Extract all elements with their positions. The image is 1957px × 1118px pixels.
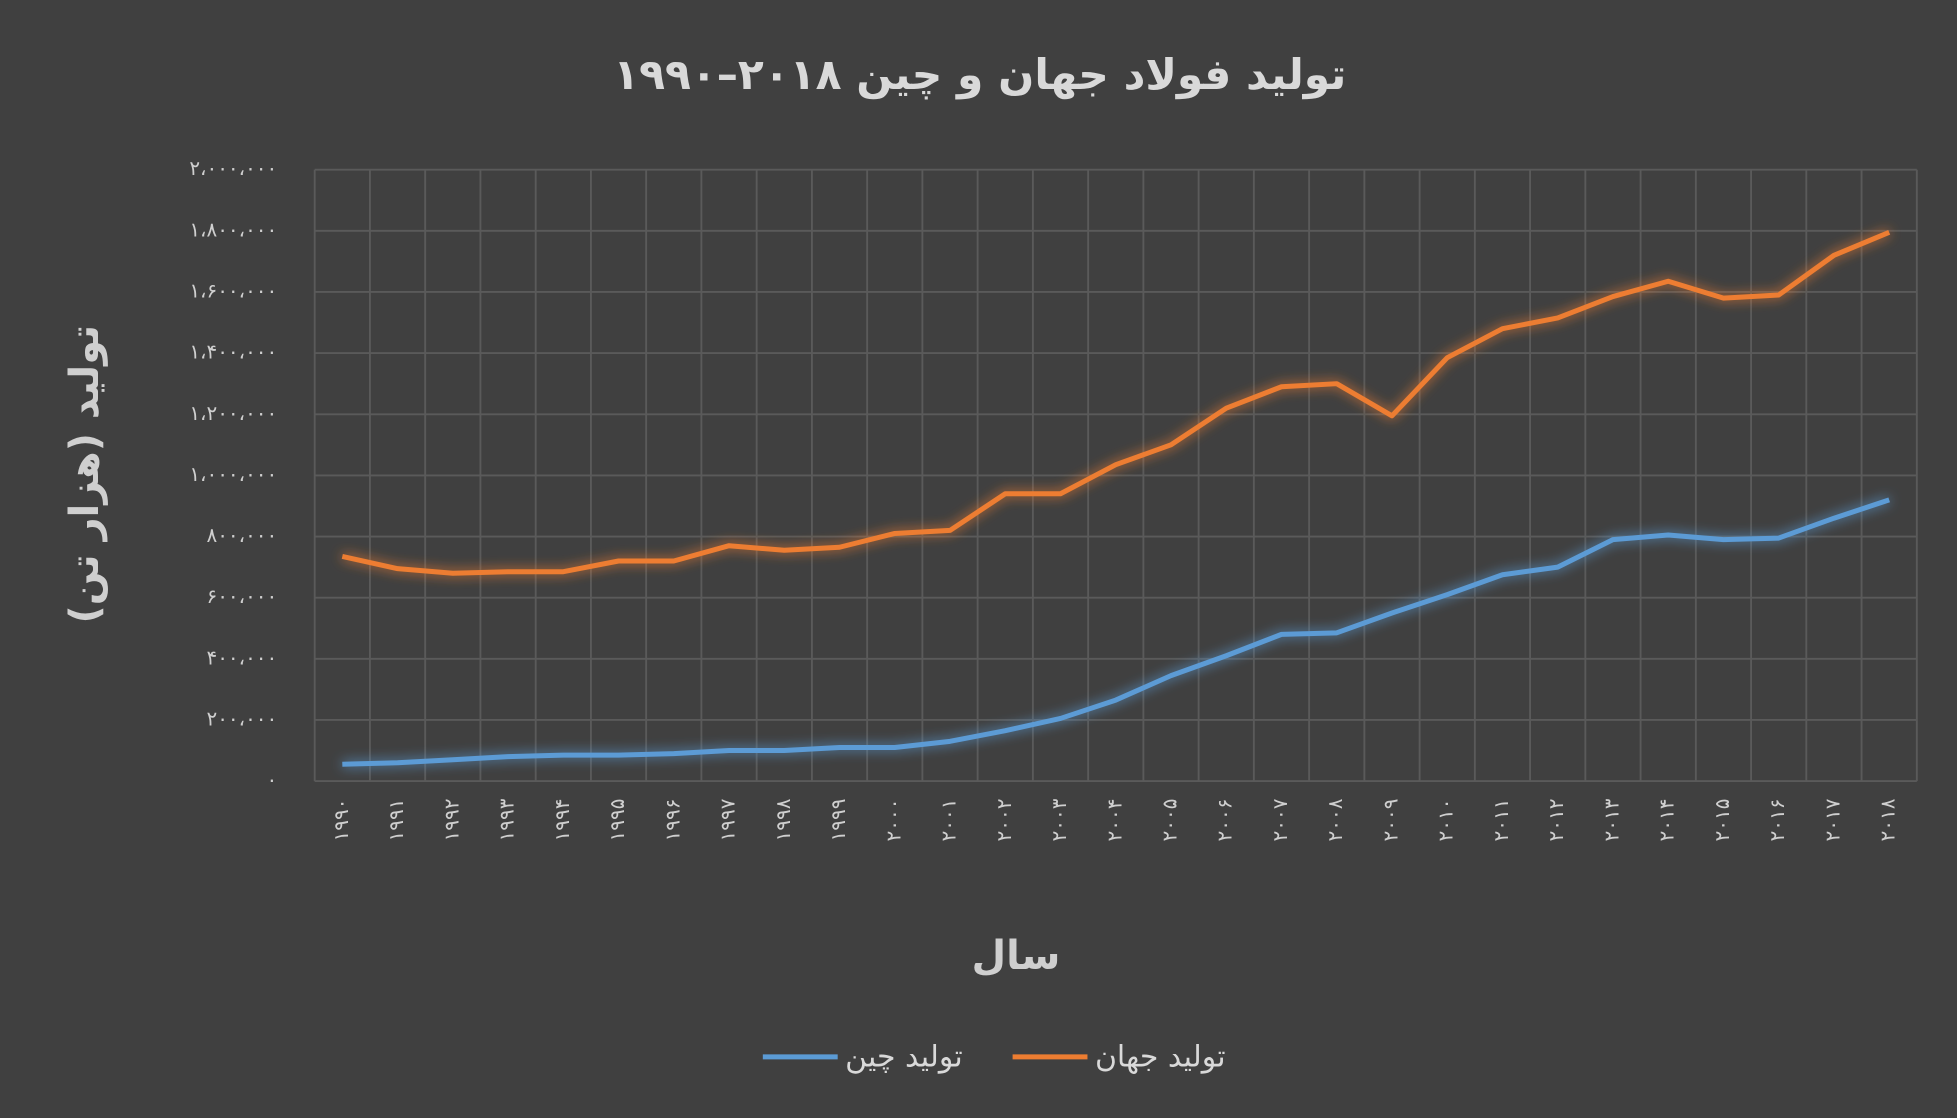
y-tick-label: ۱،۰۰۰،۰۰۰	[189, 462, 277, 486]
x-tick-label: ۲۰۰۱	[937, 799, 961, 842]
x-tick-label: ۲۰۱۵	[1710, 799, 1734, 842]
y-axis-title: تولید (هزار تن)	[62, 325, 108, 624]
legend-label: تولید چین	[845, 1040, 963, 1075]
x-tick-label: ۲۰۰۸	[1323, 798, 1347, 841]
line-series	[342, 497, 1890, 767]
x-tick-label: ۱۹۹۳	[495, 798, 519, 841]
x-tick-label: ۲۰۱۳	[1599, 798, 1623, 841]
chart-title: تولید فولاد جهان و چین ۲۰۱۸–۱۹۹۰	[613, 51, 1346, 100]
x-tick-label: ۱۹۹۸	[771, 798, 795, 841]
y-tick-label: ۶۰۰،۰۰۰	[207, 584, 278, 608]
x-tick-label: ۲۰۰۹	[1378, 799, 1402, 842]
y-tick-label: ۱،۶۰۰،۰۰۰	[189, 278, 277, 302]
x-tick-label: ۱۹۹۲	[439, 799, 463, 842]
x-tick-label: ۲۰۰۴	[1102, 799, 1126, 842]
x-tick-label: ۲۰۱۴	[1655, 799, 1679, 842]
x-tick-label: ۱۹۹۷	[716, 798, 740, 841]
x-tick-label: ۲۰۰۶	[1213, 799, 1237, 842]
x-tick-label: ۱۹۹۱	[384, 799, 408, 842]
legend-label: تولید جهان	[1095, 1040, 1226, 1075]
x-tick-label: ۱۹۹۴	[550, 799, 574, 842]
y-tick-label: ۱،۴۰۰،۰۰۰	[189, 340, 277, 364]
x-tick-label: ۲۰۰۵	[1158, 799, 1182, 842]
x-tick-label: ۲۰۱۱	[1489, 799, 1513, 842]
y-tick-label: ۲۰۰،۰۰۰	[207, 706, 278, 730]
x-axis-title: سال	[972, 933, 1061, 979]
y-tick-label: ۸۰۰،۰۰۰	[207, 523, 278, 547]
y-tick-label: ۴۰۰،۰۰۰	[207, 645, 278, 669]
x-tick-label: ۱۹۹۶	[660, 799, 684, 842]
x-tick-label: ۲۰۰۲	[992, 799, 1016, 842]
x-tick-label: ۲۰۰۰	[881, 799, 905, 842]
y-tick-label: ۰	[267, 768, 278, 792]
x-tick-label: ۲۰۱۶	[1765, 799, 1789, 842]
x-tick-label: ۲۰۰۳	[1047, 798, 1071, 841]
x-tick-label: ۲۰۱۸	[1876, 798, 1900, 841]
x-tick-label: ۲۰۱۲	[1544, 799, 1568, 842]
x-tick-label: ۲۰۱۰	[1434, 799, 1458, 842]
y-tick-label: ۱،۸۰۰،۰۰۰	[189, 217, 277, 241]
x-tick-label: ۱۹۹۵	[605, 799, 629, 842]
x-tick-label: ۱۹۹۹	[826, 799, 850, 842]
y-tick-label: ۱،۲۰۰،۰۰۰	[189, 401, 277, 425]
line-series	[341, 230, 1891, 576]
x-tick-label: ۲۰۰۷	[1268, 798, 1292, 841]
y-tick-label: ۲،۰۰۰،۰۰۰	[189, 156, 277, 180]
x-tick-label: ۲۰۱۷	[1820, 798, 1844, 841]
x-tick-label: ۱۹۹۰	[329, 799, 353, 842]
